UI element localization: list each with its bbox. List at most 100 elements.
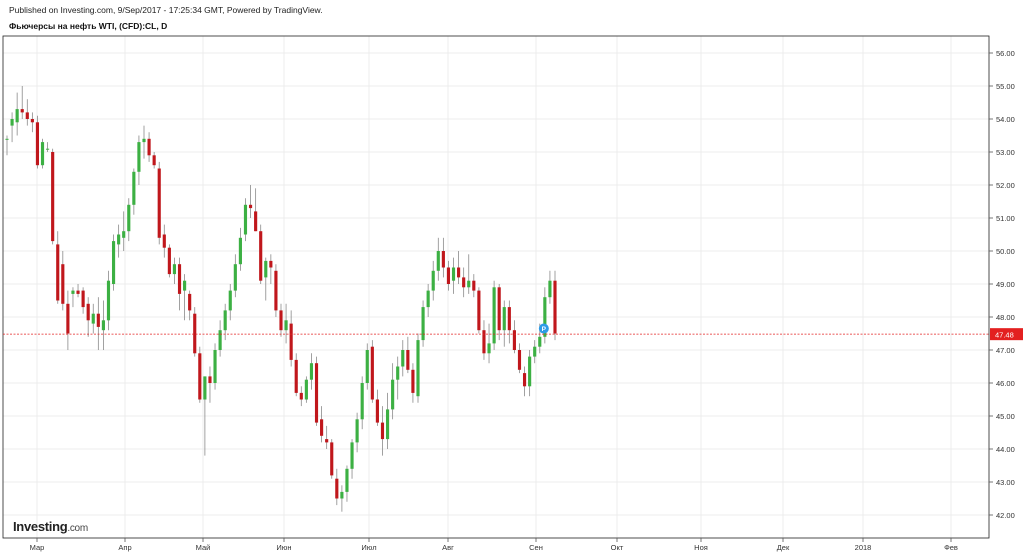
x-tick-label: 2018 xyxy=(855,543,872,552)
candle-body xyxy=(548,280,552,298)
candle xyxy=(380,406,385,456)
candle-body xyxy=(304,379,308,400)
y-tick-label: 55.00 xyxy=(996,82,1015,91)
candle xyxy=(188,290,192,321)
candle-body xyxy=(294,359,298,393)
candle xyxy=(548,270,552,304)
candle-body xyxy=(446,267,451,284)
candle-body xyxy=(380,422,385,440)
candle xyxy=(96,297,100,350)
candle xyxy=(370,340,374,403)
candle-body xyxy=(406,350,410,370)
candle-body xyxy=(507,307,511,331)
candle xyxy=(325,425,329,449)
candle-body xyxy=(497,287,501,331)
candle-body xyxy=(40,142,45,166)
logo-brand: Investing xyxy=(13,519,68,534)
candle-body xyxy=(264,260,268,278)
y-axis: 42.00 43.00 44.00 45.00 46.00 47.00 48.00 49.00… xyxy=(989,49,1015,520)
candle xyxy=(111,234,116,291)
candle-body xyxy=(81,290,85,308)
candle xyxy=(35,115,40,169)
candle xyxy=(355,412,359,453)
candle-body xyxy=(269,260,273,268)
candle xyxy=(117,224,121,258)
candle-body xyxy=(127,204,131,232)
last-price-badge xyxy=(990,328,1023,341)
candle-body xyxy=(76,290,80,294)
candle xyxy=(492,280,496,350)
x-axis: Мар Апр Май Июн Июл Авг Сен Окт Ноя Дек 2018 Фев xyxy=(30,538,958,552)
candle xyxy=(233,254,237,298)
candle xyxy=(137,135,141,185)
candle-body xyxy=(284,320,288,331)
candle xyxy=(335,468,339,506)
candle-body xyxy=(431,270,435,291)
y-tick-label: 49.00 xyxy=(996,280,1015,289)
candle xyxy=(203,376,207,456)
candle xyxy=(457,251,461,284)
candle xyxy=(553,270,557,341)
candle xyxy=(507,300,511,344)
candle-body xyxy=(517,350,522,370)
candle xyxy=(517,343,522,374)
candles xyxy=(5,86,557,512)
candle-body xyxy=(360,383,364,420)
candle-body xyxy=(122,231,126,238)
candle xyxy=(304,376,308,403)
candle-body xyxy=(274,270,278,311)
y-tick-label: 53.00 xyxy=(996,148,1015,157)
candle-body xyxy=(218,330,222,350)
candle-body xyxy=(330,442,334,476)
candle-body xyxy=(314,363,319,423)
candle xyxy=(462,267,466,298)
candle-body xyxy=(436,251,440,271)
candle xyxy=(528,350,532,397)
x-tick-label: Авг xyxy=(442,543,454,552)
candle-body xyxy=(441,251,445,268)
candle-body xyxy=(228,290,232,311)
candle-body xyxy=(30,119,34,123)
candle-body xyxy=(61,264,65,304)
candle-body xyxy=(396,366,400,380)
candle-body xyxy=(177,264,182,294)
candle xyxy=(416,333,420,403)
candle xyxy=(274,264,278,317)
candle xyxy=(243,198,248,242)
candle xyxy=(71,287,75,308)
y-tick-label: 44.00 xyxy=(996,445,1015,454)
candle-body xyxy=(132,171,136,205)
candle-body xyxy=(193,313,197,354)
candle-body xyxy=(457,267,461,278)
candle-body xyxy=(51,152,55,242)
candle xyxy=(177,257,182,311)
candle xyxy=(157,161,161,245)
candle xyxy=(284,303,288,344)
candle xyxy=(81,287,85,314)
candle-body xyxy=(522,373,527,387)
candle xyxy=(446,260,451,291)
candle-body xyxy=(35,122,40,166)
candle xyxy=(218,320,222,357)
candle xyxy=(467,254,471,294)
published-caption: Published on Investing.com, 9/Sep/2017 -… xyxy=(9,5,323,15)
x-tick-label: Мар xyxy=(30,543,45,552)
candle-body xyxy=(198,353,202,400)
candle xyxy=(172,257,177,284)
candle xyxy=(142,125,146,159)
candle-body xyxy=(451,267,456,281)
candle xyxy=(365,343,369,390)
candle xyxy=(15,92,19,136)
chart-title: Фьючерсы на нефть WTI, (CFD):CL, D xyxy=(9,21,168,31)
candle xyxy=(522,366,527,397)
candle xyxy=(441,237,445,278)
candle-body xyxy=(350,442,354,469)
candle xyxy=(451,257,456,294)
candle xyxy=(340,485,344,512)
candle-body xyxy=(117,234,121,245)
y-tick-label: 56.00 xyxy=(996,49,1015,58)
candle-body xyxy=(259,231,263,281)
candle-body xyxy=(248,204,253,209)
candle-body xyxy=(66,303,70,334)
